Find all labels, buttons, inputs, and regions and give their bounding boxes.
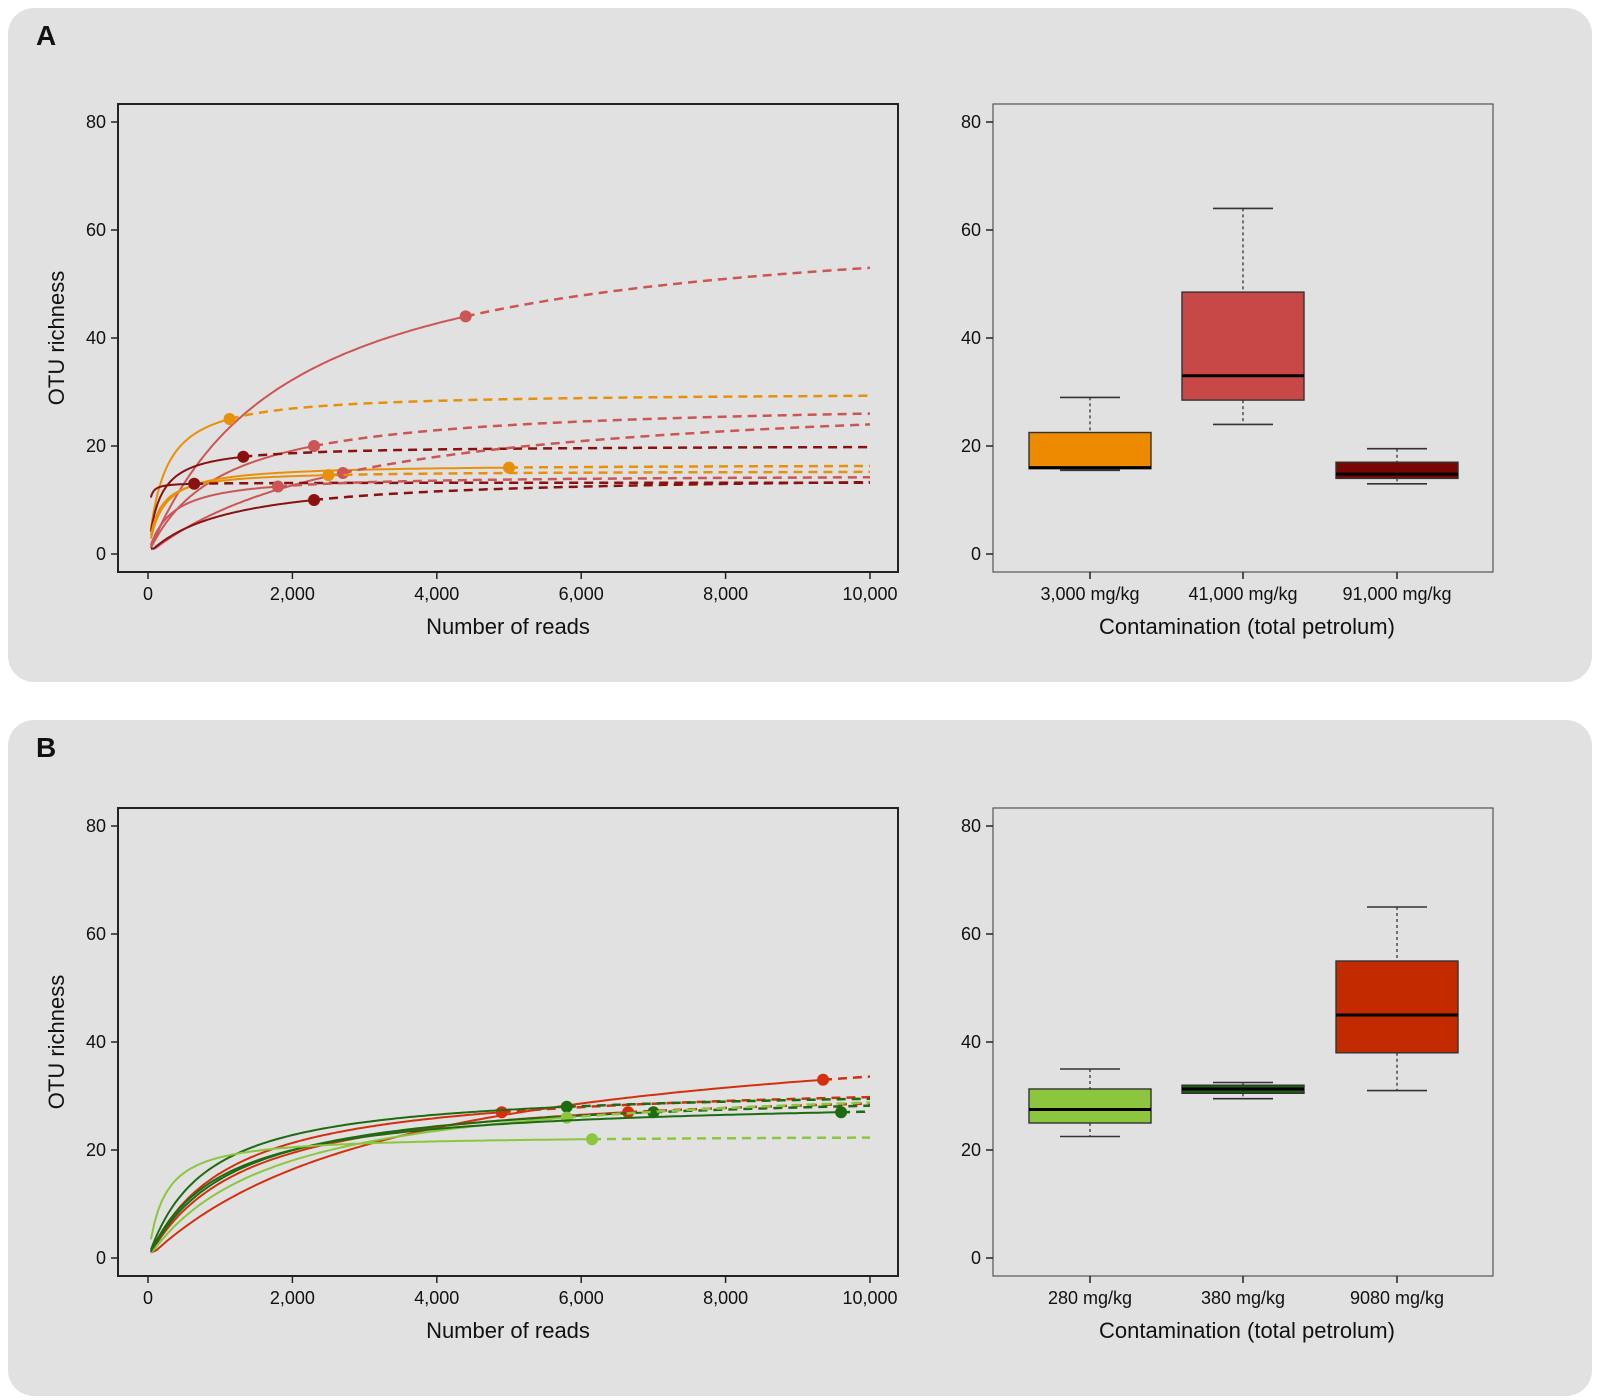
- panel-a: A: [8, 8, 1592, 682]
- rarefaction-a-xlabel: Number of reads: [426, 614, 590, 639]
- rarefaction-a-curve-s7: [149, 474, 329, 536]
- box-b-category-label: 380 mg/kg: [1201, 1288, 1285, 1308]
- rarefaction-b-xlabel: Number of reads: [426, 1318, 590, 1343]
- rarefaction-b-xtick-label: 10,000: [842, 1288, 897, 1308]
- rarefaction-a-extrapolation-s3: [313, 412, 871, 448]
- box-b-ytick-label: 20: [961, 1140, 981, 1160]
- rarefaction-b-extrapolation-t6: [566, 1101, 871, 1119]
- rarefaction-a-ytick-label: 60: [86, 220, 106, 240]
- rarefaction-b-xtick-label: 0: [143, 1288, 153, 1308]
- box-b-xlabel: Contamination (total petrolum): [1099, 1318, 1395, 1343]
- rarefaction-a-extrapolation-s7: [328, 470, 870, 477]
- rarefaction-a-observed-point-s1: [459, 310, 472, 323]
- rarefaction-a-xtick-label: 10,000: [842, 584, 897, 604]
- rarefaction-b-extrapolation-t8: [592, 1136, 870, 1141]
- rarefaction-a-xtick-label: 2,000: [270, 584, 315, 604]
- rarefaction-a-observed-point-s2: [223, 413, 236, 425]
- rarefaction-a-curve-s8: [149, 482, 195, 498]
- rarefaction-b-ytick-label: 20: [86, 1140, 106, 1160]
- rarefaction-a-extrapolation-s2: [229, 394, 870, 421]
- box-a-box: [1181, 291, 1305, 401]
- panel-letter-a: A: [36, 20, 57, 51]
- rarefaction-a-frame: [117, 103, 899, 573]
- rarefaction-b-observed-point-t8: [586, 1133, 599, 1146]
- rarefaction-a-observed-point-s9: [271, 480, 284, 493]
- rarefaction-a-curve-s1: [149, 315, 466, 548]
- rarefaction-a-observed-point-s6: [336, 467, 349, 479]
- rarefaction-b-curve-t7: [150, 1111, 842, 1253]
- rarefaction-b-ytick-label: 80: [86, 816, 106, 836]
- rarefaction-a-ytick-label: 20: [86, 436, 106, 456]
- rarefaction-a-ytick-label: 80: [86, 112, 106, 132]
- rarefaction-a-observed-point-s8: [188, 477, 201, 490]
- rarefaction-a-ylabel: OTU richness: [44, 271, 69, 405]
- rarefaction-b-observed-point-t6: [560, 1111, 573, 1124]
- rarefaction-a-extrapolation-s6: [342, 423, 871, 475]
- box-b-box: [1028, 1088, 1152, 1124]
- box-a-ytick-label: 60: [961, 220, 981, 240]
- rarefaction-b-extrapolation-t3: [566, 1097, 871, 1109]
- rarefaction-b-observed-point-t7: [835, 1106, 848, 1119]
- box-a-box: [1335, 461, 1459, 480]
- rarefaction-b-ytick-label: 0: [96, 1248, 106, 1268]
- rarefaction-b-observed-point-t3: [560, 1100, 573, 1113]
- rarefaction-a-extrapolation-s4: [243, 445, 870, 459]
- box-a-ytick-label: 40: [961, 328, 981, 348]
- box-b-category-label: 9080 mg/kg: [1350, 1288, 1444, 1308]
- box-b-ytick-label: 80: [961, 816, 981, 836]
- rarefaction-b-ytick-label: 40: [86, 1032, 106, 1052]
- rarefaction-b-curve-t8: [149, 1138, 592, 1240]
- rarefaction-a-observed-point-s4: [237, 450, 250, 463]
- box-b-ytick-label: 40: [961, 1032, 981, 1052]
- rarefaction-b-curve-t1: [150, 1078, 824, 1254]
- rarefaction-a-extrapolation-s10: [313, 480, 870, 502]
- panel-letter-b: B: [36, 732, 57, 763]
- rarefaction-b-xtick-label: 6,000: [559, 1288, 604, 1308]
- rarefaction-a-curve-s9: [149, 485, 279, 546]
- box-a-category-label: 91,000 mg/kg: [1342, 584, 1451, 604]
- box-b-box: [1335, 960, 1459, 1054]
- rarefaction-b-ytick-label: 60: [86, 924, 106, 944]
- box-a-category-label: 3,000 mg/kg: [1040, 584, 1139, 604]
- rarefaction-a-extrapolation-s9: [277, 476, 870, 488]
- rarefaction-b-curve-t3: [149, 1105, 567, 1251]
- rarefaction-b-observed-point-t1: [817, 1073, 830, 1086]
- rarefaction-a-extrapolation-s5: [509, 464, 870, 469]
- rarefaction-b-extrapolation-t1: [823, 1075, 870, 1082]
- rarefaction-b-xtick-label: 2,000: [270, 1288, 315, 1308]
- box-b-ytick-label: 0: [971, 1248, 981, 1268]
- rarefaction-b-curve-t2: [150, 1111, 502, 1253]
- rarefaction-b-frame: [117, 807, 899, 1277]
- box-a-ytick-label: 20: [961, 436, 981, 456]
- box-a-category-label: 41,000 mg/kg: [1188, 584, 1297, 604]
- rarefaction-b-xtick-label: 8,000: [703, 1288, 748, 1308]
- rarefaction-a-xtick-label: 4,000: [414, 584, 459, 604]
- rarefaction-a-observed-point-s3: [308, 440, 321, 452]
- rarefaction-a-curve-s2: [149, 418, 230, 530]
- rarefaction-a-extrapolation-s1: [465, 266, 871, 318]
- rarefaction-a-ytick-label: 40: [86, 328, 106, 348]
- rarefaction-a-curve-s10: [150, 499, 315, 550]
- rarefaction-a-observed-point-s5: [503, 461, 515, 474]
- box-a-ytick-label: 80: [961, 112, 981, 132]
- rarefaction-a-xtick-label: 8,000: [703, 584, 748, 604]
- rarefaction-a-xtick-label: 6,000: [559, 584, 604, 604]
- rarefaction-b-observed-point-t5: [647, 1106, 660, 1119]
- rarefaction-a-xtick-label: 0: [143, 584, 153, 604]
- box-a-ytick-label: 0: [971, 544, 981, 564]
- rarefaction-a-observed-point-s7: [322, 469, 335, 482]
- rarefaction-a-ytick-label: 0: [96, 544, 106, 564]
- rarefaction-a-observed-point-s10: [308, 494, 321, 506]
- rarefaction-b-xtick-label: 4,000: [414, 1288, 459, 1308]
- box-b-category-label: 280 mg/kg: [1048, 1288, 1132, 1308]
- rarefaction-b-observed-point-t2: [495, 1106, 508, 1119]
- box-a-xlabel: Contamination (total petrolum): [1099, 614, 1395, 639]
- box-b-ytick-label: 60: [961, 924, 981, 944]
- panel-b: B: [8, 720, 1592, 1396]
- rarefaction-b-ylabel: OTU richness: [44, 975, 69, 1109]
- box-a-box: [1028, 431, 1152, 470]
